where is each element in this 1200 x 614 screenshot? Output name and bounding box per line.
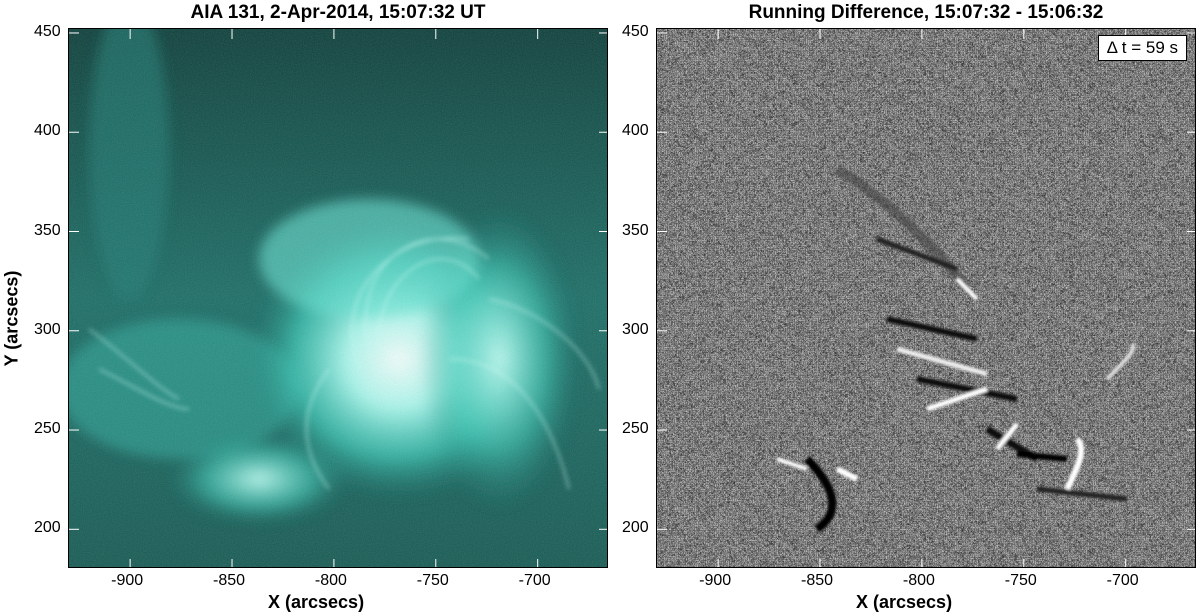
x-tick-label: -850: [801, 572, 834, 589]
x-tick-label: -700: [518, 572, 551, 589]
y-tick-label: 300: [34, 320, 61, 338]
y-tick-label: 450: [34, 22, 61, 40]
running-difference-image: [657, 29, 1195, 567]
right-panel-title: Running Difference, 15:07:32 - 15:06:32: [748, 2, 1104, 23]
y-tick-label: 400: [34, 122, 61, 140]
y-tick-label: 450: [622, 22, 649, 40]
aia-131-image: [69, 29, 607, 567]
delta-t-annotation: Δ t = 59 s: [1097, 35, 1187, 61]
right-x-axis-title: X (arcsecs): [856, 592, 953, 612]
running-difference-image-panel: Δ t = 59 s: [656, 28, 1196, 568]
y-tick-label: 350: [34, 221, 61, 239]
left-x-axis-title: X (arcsecs): [268, 592, 365, 612]
y-tick-label: 250: [622, 420, 649, 438]
x-tick-label: -900: [111, 572, 144, 589]
left-panel-title: AIA 131, 2-Apr-2014, 15:07:32 UT: [190, 2, 486, 23]
y-tick-label: 250: [34, 420, 61, 438]
x-tick-label: -800: [314, 572, 347, 589]
left-axis-ticks: [69, 29, 607, 567]
x-tick-label: -700: [1106, 572, 1139, 589]
aia-131-image-panel: [68, 28, 608, 568]
y-tick-label: 200: [34, 519, 61, 537]
y-tick-label: 200: [622, 519, 649, 537]
x-tick-label: -900: [699, 572, 732, 589]
y-tick-label: 400: [622, 122, 649, 140]
y-tick-label: 300: [622, 320, 649, 338]
x-tick-label: -800: [902, 572, 935, 589]
right-axis-ticks: [657, 29, 1195, 567]
y-tick-label: 350: [622, 221, 649, 239]
x-tick-label: -750: [1004, 572, 1037, 589]
x-tick-label: -750: [416, 572, 449, 589]
x-tick-label: -850: [213, 572, 246, 589]
left-y-axis-title: Y (arcsecs): [1, 270, 22, 367]
